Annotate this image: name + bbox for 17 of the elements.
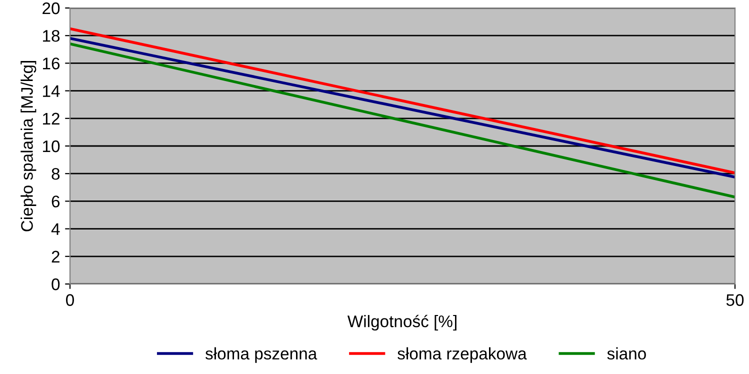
x-axis-title: Wilgotność [%] (347, 314, 456, 331)
y-tick-label: 2 (52, 250, 60, 262)
y-tick-label: 12 (43, 112, 60, 124)
y-axis-title: Ciepło spalania [MJ/kg] (20, 61, 36, 232)
y-tick-label: 4 (51, 223, 60, 235)
y-tick-label: 10 (43, 140, 60, 152)
legend-label: siano (607, 347, 646, 360)
y-tick-label: 8 (52, 168, 60, 180)
y-tick-label: 14 (43, 85, 60, 97)
y-tick-label: 0 (52, 278, 60, 290)
x-tick-label: 50 (726, 294, 744, 306)
y-tick-label: 6 (52, 196, 60, 208)
legend-label: słoma rzepakowa (398, 347, 527, 363)
y-tick-label: 18 (43, 30, 60, 42)
y-tick-label: 16 (43, 58, 60, 70)
legend-label: słoma pszenna (205, 347, 318, 363)
y-tick-label: 20 (42, 2, 60, 14)
